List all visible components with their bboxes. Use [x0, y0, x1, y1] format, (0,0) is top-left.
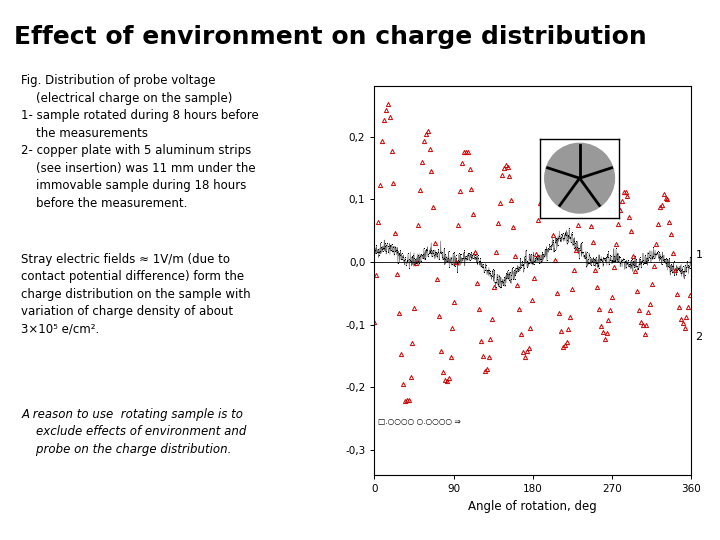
Text: 1: 1: [696, 250, 703, 260]
Text: A reason to use  rotating sample is to
    exclude effects of environment and
  : A reason to use rotating sample is to ex…: [22, 408, 247, 456]
X-axis label: Angle of rotation, deg: Angle of rotation, deg: [469, 500, 597, 513]
Text: Effect of environment on charge distribution: Effect of environment on charge distribu…: [14, 25, 647, 49]
Text: Fig. Distribution of probe voltage
    (electrical charge on the sample)
1- samp: Fig. Distribution of probe voltage (elec…: [22, 74, 259, 210]
Circle shape: [545, 143, 614, 213]
Text: 2: 2: [696, 332, 703, 342]
Text: Stray electric fields ≈ 1V/m (due to
contact potential difference) form the
char: Stray electric fields ≈ 1V/m (due to con…: [22, 253, 251, 336]
Text: □.○○○○ ○.○○○○ ⇒: □.○○○○ ○.○○○○ ⇒: [378, 417, 461, 426]
